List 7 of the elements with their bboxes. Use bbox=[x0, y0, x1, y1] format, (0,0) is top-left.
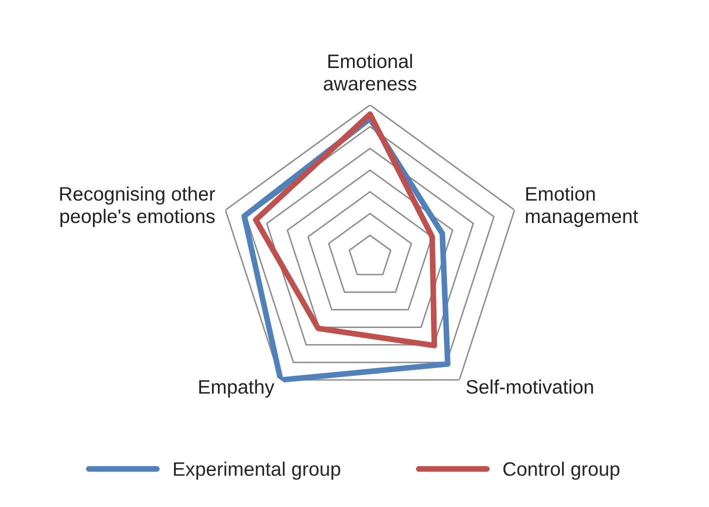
spoke-label: Self-motivation bbox=[466, 380, 593, 394]
spoke-label: Emotional awareness bbox=[324, 54, 416, 91]
spoke-label: Recognising other people's emotions bbox=[60, 186, 216, 227]
spoke-label: Empathy bbox=[199, 380, 274, 398]
legend-label: Control group bbox=[503, 462, 620, 480]
spoke-label: Emotion management bbox=[526, 186, 638, 227]
legend-label: Experimental group bbox=[174, 462, 340, 480]
